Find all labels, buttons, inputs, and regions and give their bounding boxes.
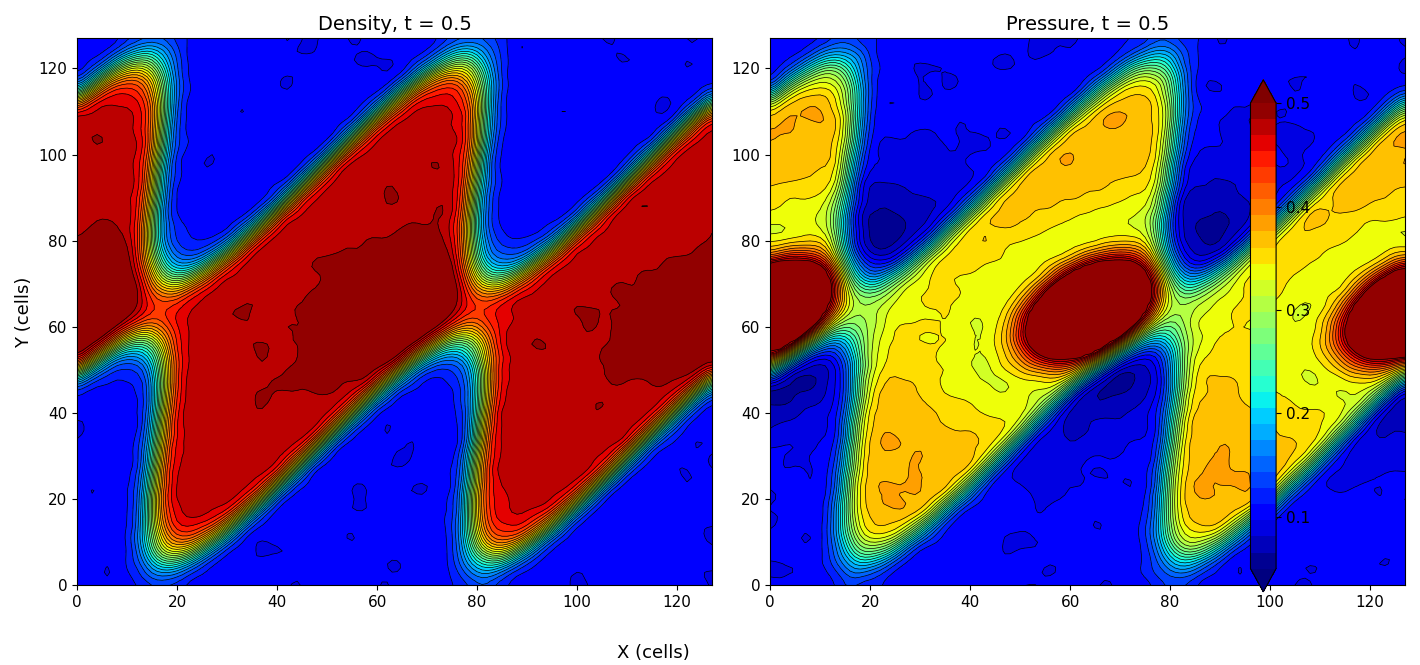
Y-axis label: Y (cells): Y (cells)	[16, 276, 33, 348]
PathPatch shape	[1251, 569, 1277, 592]
PathPatch shape	[1251, 80, 1277, 103]
Title: Density, t = 0.5: Density, t = 0.5	[318, 15, 471, 34]
Title: Pressure, t = 0.5: Pressure, t = 0.5	[1005, 15, 1169, 34]
Text: X (cells): X (cells)	[616, 644, 690, 662]
